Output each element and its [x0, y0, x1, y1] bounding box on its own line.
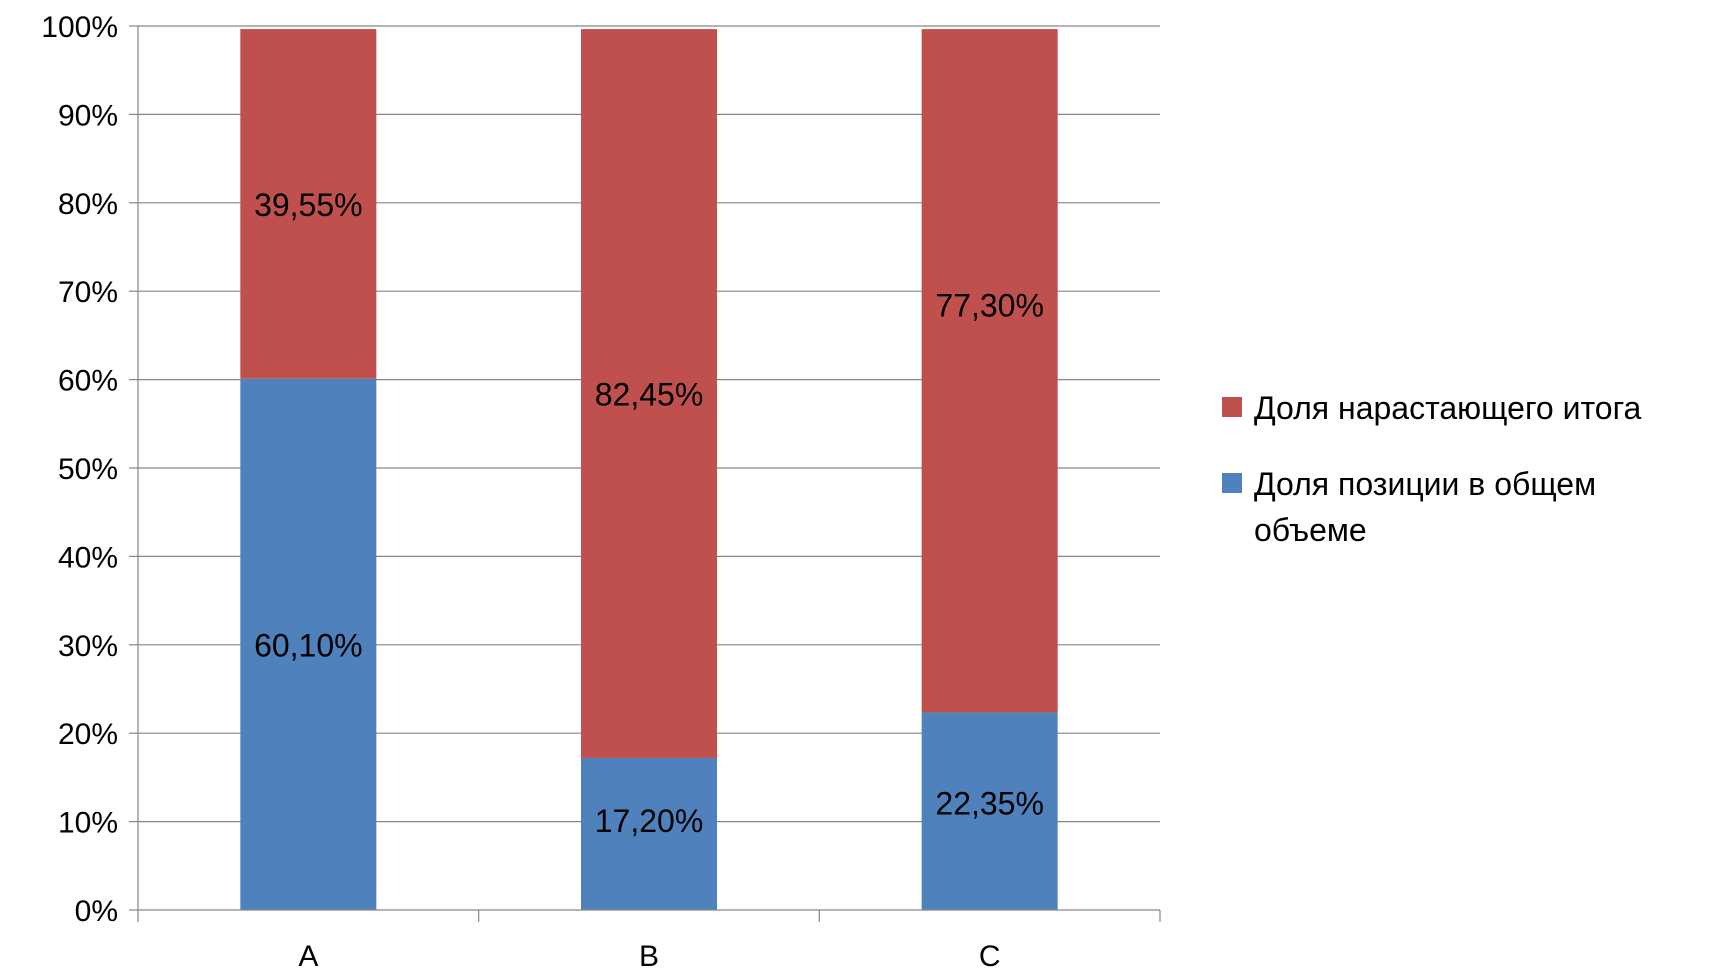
y-tick-label-7: 70% — [58, 276, 118, 309]
bar-a-position-share — [240, 378, 377, 910]
data-label-b-cumulative-share: 82,45% — [595, 377, 704, 413]
y-tick-label-1: 10% — [58, 807, 118, 840]
bar-c-position-share — [921, 712, 1058, 910]
legend-item-cumulative-share: Доля нарастающего итога — [1222, 385, 1702, 431]
y-tick-label-8: 80% — [58, 188, 118, 221]
labels-layer: 60,10% 39,55% 17,20% 82,45% 22,35% 77,30% — [254, 187, 1044, 839]
data-label-a-cumulative-share: 39,55% — [254, 187, 363, 223]
y-tick-label-0: 0% — [75, 895, 118, 928]
data-label-a-position-share: 60,10% — [254, 627, 363, 663]
y-tick-label-10: 100% — [41, 11, 118, 44]
y-tick-label-3: 30% — [58, 630, 118, 663]
y-tick-label-9: 90% — [58, 99, 118, 132]
bar-a-cumulative-share — [240, 29, 377, 379]
data-label-c-cumulative-share: 77,30% — [935, 287, 1044, 323]
bar-c-cumulative-share — [921, 29, 1058, 713]
legend-swatch-cumulative-share — [1222, 397, 1242, 417]
y-tick-label-2: 20% — [58, 718, 118, 751]
x-tick-label-c: C — [979, 940, 1001, 973]
data-label-c-position-share: 22,35% — [935, 785, 1044, 821]
x-tick-label-a: A — [298, 940, 318, 973]
bars-layer — [240, 29, 1058, 910]
y-tick-label-4: 40% — [58, 541, 118, 574]
axis-layer: 0% 10% 20% 30% 40% 50% 60% 70% 80% 90% 100% A B C — [41, 11, 1161, 973]
bar-b-cumulative-share — [581, 29, 717, 758]
legend-item-position-share: Доля позиции в общем объеме — [1222, 461, 1702, 553]
legend-label-position-share: Доля позиции в общем объеме — [1254, 466, 1597, 548]
y-tick-label-6: 60% — [58, 365, 118, 398]
data-label-b-position-share: 17,20% — [595, 803, 704, 839]
legend-swatch-position-share — [1222, 473, 1242, 493]
y-tick-label-5: 50% — [58, 453, 118, 486]
bar-b-position-share — [581, 757, 717, 910]
legend: Доля нарастающего итога Доля позиции в о… — [1222, 385, 1702, 583]
x-tick-label-b: B — [639, 940, 659, 973]
legend-label-cumulative-share: Доля нарастающего итога — [1254, 390, 1642, 426]
